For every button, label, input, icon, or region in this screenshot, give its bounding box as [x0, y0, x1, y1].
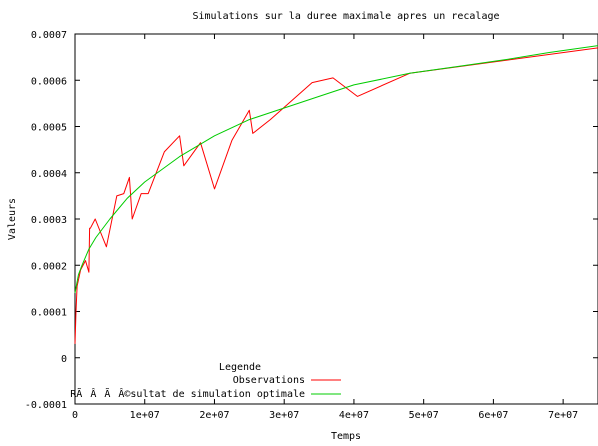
series-line-simulation: [74, 45, 598, 294]
y-axis: -0.0001 0 0.0001 0.0002 0.0003 0.0004 0.0005 0.…: [25, 30, 598, 411]
x-tick-label: 6e+07: [478, 410, 508, 421]
x-axis: 0 1e+07 2e+07 3e+07 4e+07 5e+07 6e+07 7e+07: [72, 34, 578, 421]
legend-label-observations: Observations: [233, 375, 305, 386]
y-axis-label: Valeurs: [7, 198, 18, 240]
chart-title: Simulations sur la duree maximale apres …: [192, 11, 499, 22]
y-tick-label: 0: [61, 354, 67, 365]
legend-title: Legende: [219, 362, 261, 373]
series-line-observations: [74, 47, 598, 344]
y-tick-label: 0.0007: [31, 30, 67, 41]
legend-label-simulation: RÃÂÃÂ©sultat de simulation optimale: [70, 387, 305, 400]
y-tick-label: 0.0001: [31, 308, 67, 319]
x-tick-label: 4e+07: [339, 410, 369, 421]
y-tick-label: -0.0001: [25, 400, 67, 411]
plot-frame: [74, 33, 598, 405]
x-tick-label: 5e+07: [409, 410, 439, 421]
x-tick-label: 2e+07: [199, 410, 229, 421]
series-layer: [74, 45, 598, 344]
x-tick-label: 0: [72, 410, 78, 421]
y-tick-label: 0.0002: [31, 261, 67, 272]
x-axis-label: Temps: [331, 431, 361, 442]
x-tick-label: 3e+07: [269, 410, 299, 421]
y-tick-label: 0.0004: [31, 169, 67, 180]
x-tick-label: 1e+07: [130, 410, 160, 421]
y-tick-label: 0.0005: [31, 123, 67, 134]
legend: Legende Observations RÃÂÃÂ©sultat de …: [70, 362, 341, 400]
x-tick-label: 7e+07: [548, 410, 578, 421]
y-tick-label: 0.0003: [31, 215, 67, 226]
y-tick-label: 0.0006: [31, 76, 67, 87]
